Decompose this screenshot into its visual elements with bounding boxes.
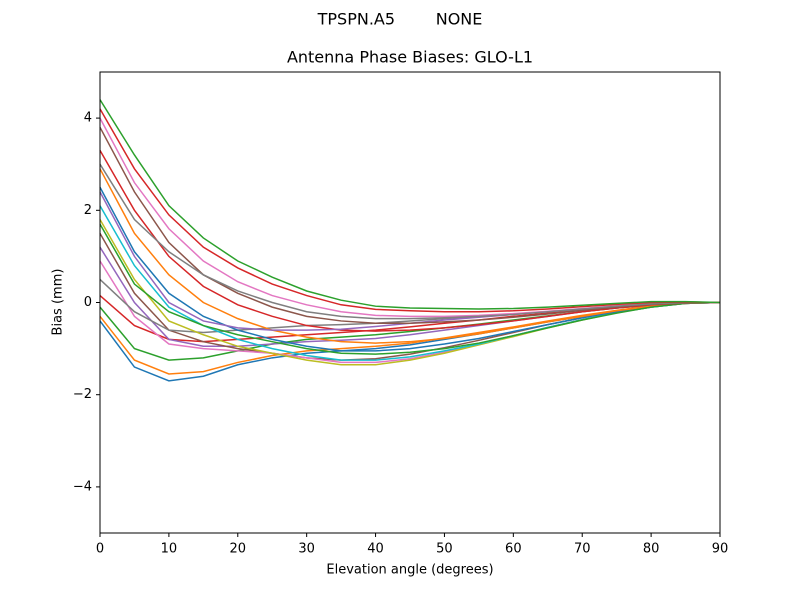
x-tick-label: 30 bbox=[298, 542, 315, 557]
series-line bbox=[99, 99, 721, 310]
x-tick-label: 60 bbox=[505, 542, 522, 557]
x-tick-label: 40 bbox=[367, 542, 384, 557]
y-tick-label: 0 bbox=[84, 295, 92, 310]
x-tick-label: 50 bbox=[436, 542, 453, 557]
y-tick-label: −2 bbox=[73, 387, 92, 402]
y-tick-label: 2 bbox=[84, 203, 92, 218]
suptitle: TPSPN.A5 NONE bbox=[317, 10, 483, 29]
x-tick-label: 10 bbox=[161, 542, 178, 557]
x-tick-label: 70 bbox=[574, 542, 591, 557]
y-axis-label: Bias (mm) bbox=[51, 269, 66, 336]
series-line bbox=[99, 149, 721, 332]
y-tick-label: 4 bbox=[84, 111, 92, 126]
x-tick-label: 20 bbox=[230, 542, 247, 557]
series-line bbox=[99, 186, 721, 352]
x-tick-label: 90 bbox=[712, 542, 729, 557]
x-tick-label: 80 bbox=[643, 542, 660, 557]
plot-area bbox=[99, 99, 721, 382]
chart-title: Antenna Phase Biases: GLO-L1 bbox=[287, 48, 533, 67]
series-line bbox=[99, 223, 721, 355]
y-tick-label: −4 bbox=[73, 479, 92, 494]
x-axis-label: Elevation angle (degrees) bbox=[326, 563, 493, 578]
series-line bbox=[99, 108, 721, 313]
series-line bbox=[99, 163, 720, 320]
series-line bbox=[99, 168, 721, 344]
x-tick-label: 0 bbox=[96, 542, 104, 557]
